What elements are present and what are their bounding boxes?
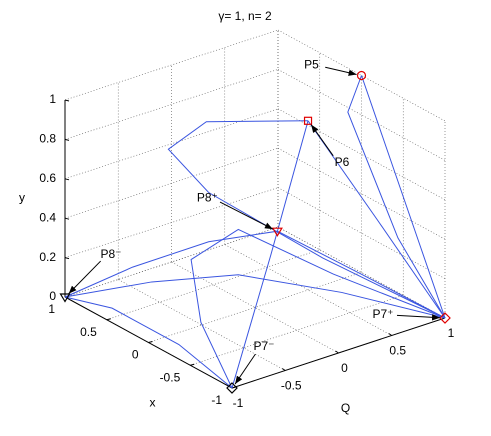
trajectory xyxy=(361,75,446,319)
x-tick xyxy=(190,363,195,366)
grid-line xyxy=(64,108,279,180)
point-label: P7⁺ xyxy=(372,307,393,321)
x-tick xyxy=(106,318,111,321)
trajectory xyxy=(64,274,446,319)
grid-line xyxy=(148,272,362,343)
q-tick-label: -1 xyxy=(233,396,244,410)
x-tick xyxy=(148,341,153,343)
y-tick xyxy=(64,257,70,260)
x-tick-label: 1 xyxy=(48,302,55,316)
point-marker xyxy=(303,116,313,125)
trajectory xyxy=(307,120,446,319)
annotation-arrow xyxy=(68,260,102,294)
grid-line xyxy=(106,249,320,321)
q-tick-label: 1 xyxy=(448,326,455,340)
x-tick-label: -1 xyxy=(211,393,222,407)
q-tick-label: 0 xyxy=(341,361,348,375)
point-marker xyxy=(439,312,451,324)
y-tick-label: 0.2 xyxy=(39,250,56,264)
y-tick xyxy=(64,99,70,102)
y-tick-label: 0.8 xyxy=(39,132,56,146)
y-tick xyxy=(64,217,70,220)
point-label: P8⁺ xyxy=(197,190,218,204)
trajectory xyxy=(167,120,446,319)
y-axis-label: y xyxy=(19,191,25,205)
q-tick xyxy=(388,333,393,336)
x-tick-label: 0.5 xyxy=(80,325,97,339)
q-tick xyxy=(281,368,286,371)
annotation-arrow xyxy=(234,353,256,385)
y-tick xyxy=(64,178,70,181)
grid-line xyxy=(64,29,279,101)
trajectory xyxy=(64,230,446,319)
grid-line xyxy=(190,294,404,366)
grid-line xyxy=(64,147,279,219)
chart-title: γ= 1, n= 2 xyxy=(218,9,272,23)
annotation-arrow xyxy=(219,201,274,230)
point-label: P5 xyxy=(304,58,319,72)
point-marker xyxy=(356,70,367,81)
point-label: P7⁻ xyxy=(253,339,274,353)
point-marker xyxy=(226,382,238,394)
y-tick-label: 0.6 xyxy=(39,171,56,185)
annotation-arrow xyxy=(310,124,334,157)
y-tick-label: 1 xyxy=(49,92,56,106)
point-label: P6 xyxy=(335,155,350,169)
grid-line xyxy=(64,69,279,140)
y-tick xyxy=(64,138,70,141)
trajectory xyxy=(231,120,309,389)
q-axis-label: Q xyxy=(341,401,350,415)
point-marker xyxy=(271,227,283,237)
y-tick-label: 0 xyxy=(49,289,56,303)
q-tick-label: 0.5 xyxy=(389,344,406,358)
y-tick-label: 0.4 xyxy=(39,210,56,224)
x-axis-label: x xyxy=(150,396,156,410)
q-tick xyxy=(335,350,339,354)
trajectory xyxy=(190,228,446,389)
q-tick-label: -0.5 xyxy=(281,379,302,393)
trajectory xyxy=(347,75,446,319)
grid-line xyxy=(64,187,279,258)
annotation-arrow xyxy=(396,314,441,321)
trajectory xyxy=(64,296,233,389)
annotation-arrow xyxy=(325,66,357,76)
point-marker xyxy=(59,293,71,303)
point-label: P8⁻ xyxy=(100,247,121,261)
x-tick-label: -0.5 xyxy=(160,370,181,384)
grid-line xyxy=(64,226,279,298)
x-tick-label: 0 xyxy=(132,348,139,362)
